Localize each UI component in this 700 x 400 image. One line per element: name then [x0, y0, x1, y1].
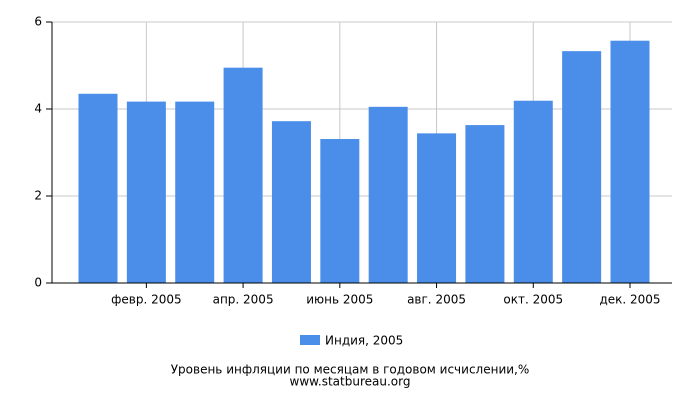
- bar: [465, 125, 505, 283]
- bar: [368, 106, 408, 283]
- bar: [175, 101, 215, 283]
- bar: [610, 40, 650, 283]
- chart-title: Уровень инфляции по месяцам в годовом ис…: [171, 363, 530, 377]
- bar: [271, 121, 311, 284]
- legend-label: Индия, 2005: [325, 334, 403, 348]
- x-tick-label: февр. 2005: [111, 293, 182, 307]
- bar: [126, 101, 166, 283]
- y-tick-label: 2: [34, 189, 42, 203]
- x-tick-label: июнь 2005: [306, 293, 373, 307]
- source: www.statbureau.org: [290, 375, 411, 389]
- x-tick-label: окт. 2005: [503, 293, 563, 307]
- bar: [320, 139, 360, 283]
- bar: [223, 67, 263, 283]
- x-tick-label: авг. 2005: [407, 293, 466, 307]
- y-tick-label: 4: [34, 102, 42, 116]
- x-tick-label: апр. 2005: [213, 293, 274, 307]
- bar: [562, 51, 602, 283]
- bar: [417, 133, 457, 283]
- x-tick-label: дек. 2005: [599, 293, 660, 307]
- bar: [78, 93, 118, 284]
- legend-swatch: [300, 335, 320, 345]
- y-tick-label: 6: [34, 15, 42, 29]
- y-tick-label: 0: [34, 276, 42, 290]
- bar: [513, 100, 553, 283]
